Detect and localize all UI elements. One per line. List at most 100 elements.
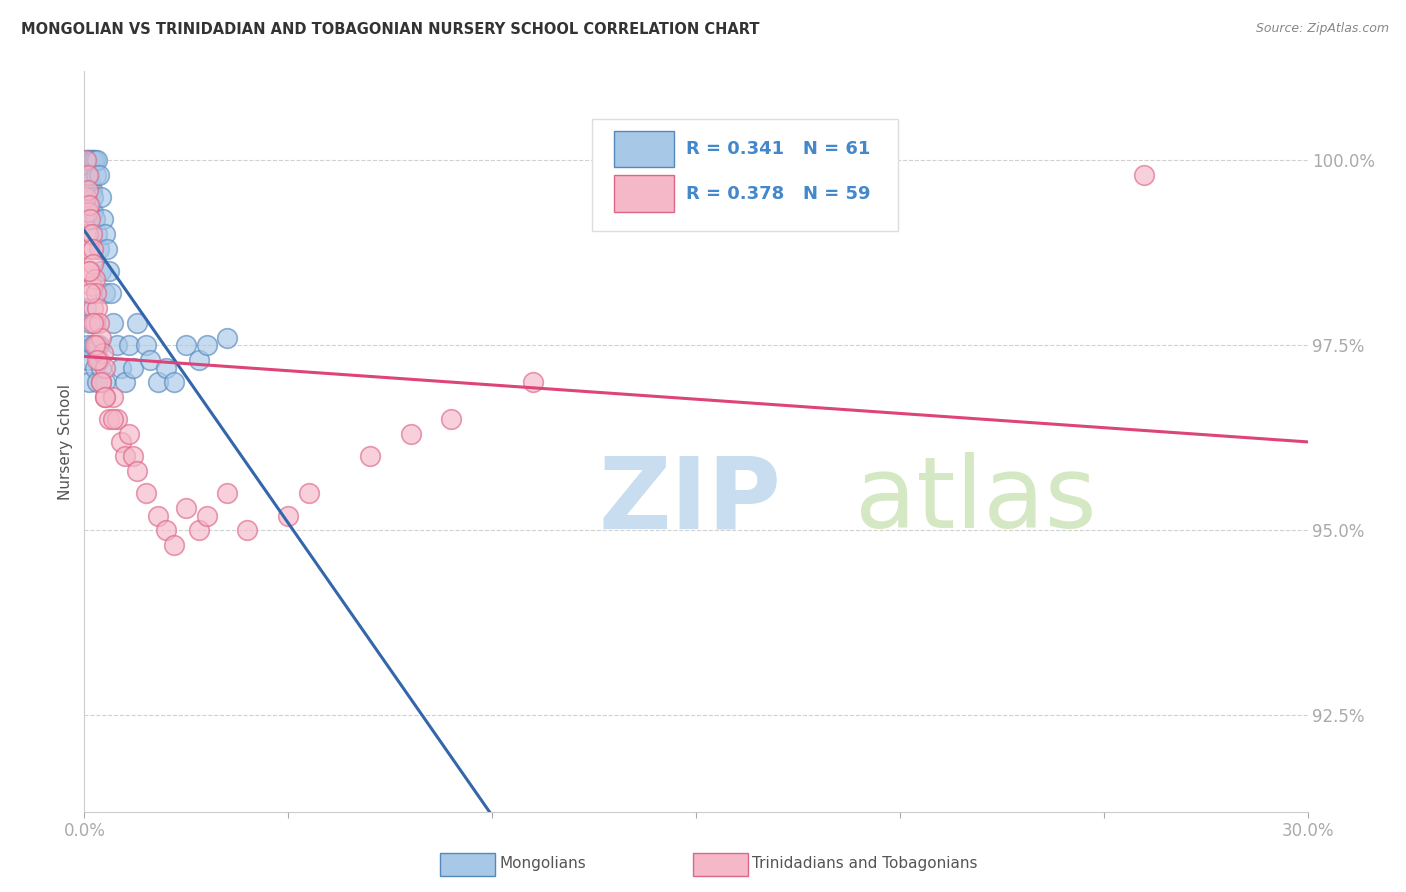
Point xyxy=(83,338,105,352)
Point xyxy=(82,338,104,352)
FancyBboxPatch shape xyxy=(614,176,673,211)
Point xyxy=(163,538,186,552)
Point xyxy=(90,376,112,390)
Point xyxy=(84,168,107,182)
Point xyxy=(298,486,321,500)
Point xyxy=(86,301,108,316)
Point xyxy=(82,301,104,316)
Point xyxy=(90,376,112,390)
Point xyxy=(1133,168,1156,182)
Point xyxy=(82,242,104,256)
Point xyxy=(522,376,544,390)
Point xyxy=(195,338,218,352)
Point xyxy=(79,316,101,330)
Point xyxy=(77,153,100,168)
Point xyxy=(114,450,136,464)
Text: Mongolians: Mongolians xyxy=(499,856,586,871)
Point xyxy=(87,338,110,352)
Point xyxy=(217,331,239,345)
Point xyxy=(79,176,101,190)
Point xyxy=(82,316,104,330)
Point xyxy=(83,212,105,227)
Point xyxy=(93,390,115,404)
Point xyxy=(77,264,100,278)
Point xyxy=(84,286,107,301)
Text: MONGOLIAN VS TRINIDADIAN AND TOBAGONIAN NURSERY SCHOOL CORRELATION CHART: MONGOLIAN VS TRINIDADIAN AND TOBAGONIAN … xyxy=(21,22,759,37)
Point xyxy=(97,412,120,426)
Point xyxy=(76,153,98,168)
Text: R = 0.378   N = 59: R = 0.378 N = 59 xyxy=(686,185,870,202)
Point xyxy=(87,316,110,330)
Point xyxy=(174,338,197,352)
Point xyxy=(122,360,145,375)
Point xyxy=(77,227,100,242)
Point xyxy=(80,153,103,168)
Point xyxy=(86,376,108,390)
Point xyxy=(83,271,105,285)
Point xyxy=(79,264,101,278)
Point xyxy=(77,168,100,182)
Point xyxy=(79,212,101,227)
Point xyxy=(86,338,108,352)
Point xyxy=(82,190,104,204)
Point xyxy=(163,376,186,390)
Point xyxy=(76,168,98,182)
Point xyxy=(135,338,157,352)
Point xyxy=(155,360,177,375)
Point xyxy=(114,376,136,390)
Point xyxy=(83,316,105,330)
Point xyxy=(77,161,100,175)
Point xyxy=(77,153,100,168)
Point xyxy=(97,264,120,278)
Point xyxy=(105,338,128,352)
Point xyxy=(118,427,141,442)
Point xyxy=(96,242,118,256)
Point xyxy=(93,286,115,301)
Point xyxy=(86,153,108,168)
Point xyxy=(93,376,115,390)
Point xyxy=(101,316,124,330)
Point xyxy=(77,353,100,368)
Point xyxy=(110,360,132,375)
Point xyxy=(93,360,115,375)
Point xyxy=(90,360,112,375)
Point xyxy=(127,316,149,330)
Point xyxy=(187,353,209,368)
Point xyxy=(91,212,114,227)
Text: R = 0.341   N = 61: R = 0.341 N = 61 xyxy=(686,140,870,158)
Point xyxy=(79,286,101,301)
FancyBboxPatch shape xyxy=(592,120,898,230)
Point xyxy=(93,390,115,404)
Point xyxy=(90,331,112,345)
Point xyxy=(75,153,97,168)
Point xyxy=(138,353,160,368)
Point xyxy=(440,412,463,426)
Point xyxy=(82,257,104,271)
Point xyxy=(82,205,104,219)
Point xyxy=(87,353,110,368)
Point xyxy=(91,345,114,359)
Text: Source: ZipAtlas.com: Source: ZipAtlas.com xyxy=(1256,22,1389,36)
Point xyxy=(217,486,239,500)
Point xyxy=(122,450,145,464)
Point xyxy=(90,190,112,204)
Point xyxy=(79,153,101,168)
Point xyxy=(80,227,103,242)
Point xyxy=(135,486,157,500)
Point xyxy=(101,412,124,426)
Point xyxy=(195,508,218,523)
FancyBboxPatch shape xyxy=(614,131,673,167)
Point xyxy=(80,279,103,293)
Text: atlas: atlas xyxy=(855,452,1097,549)
Point xyxy=(93,227,115,242)
Point xyxy=(83,153,105,168)
Point xyxy=(187,524,209,538)
Point xyxy=(90,264,112,278)
Point xyxy=(86,353,108,368)
Point xyxy=(75,190,97,204)
Point xyxy=(75,168,97,182)
Point xyxy=(82,153,104,168)
Point xyxy=(83,360,105,375)
Point xyxy=(76,205,98,219)
Text: Trinidadians and Tobagonians: Trinidadians and Tobagonians xyxy=(752,856,977,871)
